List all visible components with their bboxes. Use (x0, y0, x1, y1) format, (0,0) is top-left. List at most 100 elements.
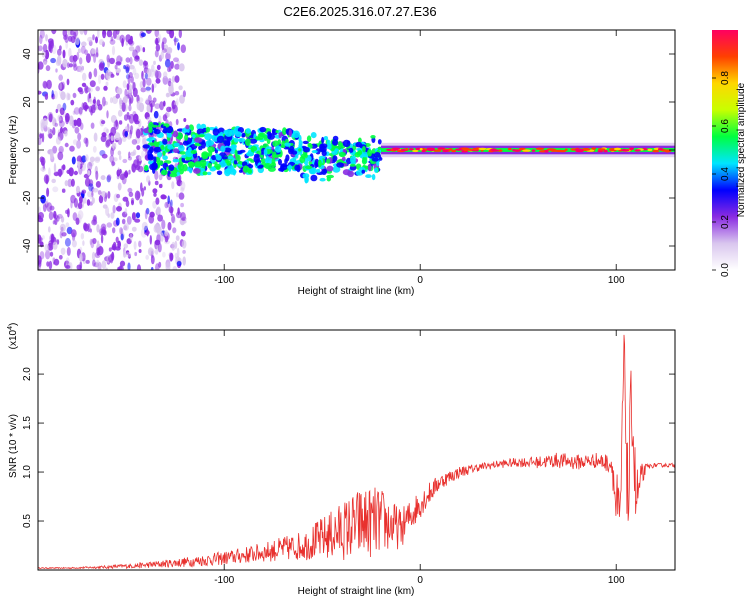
heatmap-cell (124, 131, 128, 137)
heatmap-cell (79, 65, 84, 73)
heatmap-cell (278, 158, 282, 166)
heatmap-cell (102, 96, 106, 107)
heatmap-cell (62, 49, 66, 59)
heatmap-cell (142, 47, 146, 53)
heatmap-cell (178, 192, 185, 200)
heatmap-cell (55, 68, 58, 73)
heatmap-cell (180, 44, 186, 53)
snr-y-tick-label: 1.5 (22, 416, 33, 430)
heatmap-cell (129, 56, 133, 65)
heatmap-cell (224, 129, 233, 137)
heatmap-cell (361, 169, 366, 174)
heatmap-cell (180, 202, 185, 208)
heatmap-cell (53, 90, 58, 100)
heatmap-cell (79, 260, 83, 270)
heatmap-cell (379, 157, 383, 161)
heatmap-cell (85, 53, 91, 64)
heatmap-cell (94, 251, 101, 259)
heatmap-cell (87, 36, 93, 43)
heatmap-cell (50, 148, 54, 158)
heatmap-cell (161, 219, 166, 230)
heatmap-cell (53, 258, 60, 266)
heatmap-cell (58, 82, 65, 91)
heatmap-cell (119, 260, 126, 267)
heatmap-cell (59, 230, 63, 239)
heatmap-cell (116, 169, 121, 176)
heatmap-cell (72, 110, 76, 115)
heatmap-cell (116, 206, 122, 212)
heatmap-cell (114, 132, 121, 141)
heatmap-cell (166, 48, 173, 54)
heatmap-cell (260, 154, 264, 159)
heatmap-marks (38, 30, 675, 270)
heatmap-cell (155, 70, 159, 79)
heatmap-cell (146, 138, 151, 142)
heatmap-cell (112, 241, 117, 251)
heatmap-cell (81, 102, 85, 110)
heatmap-cell (491, 149, 500, 152)
heatmap-cell (65, 265, 71, 269)
heatmap-cell (48, 211, 54, 221)
heatmap-cell (144, 73, 148, 80)
heatmap-cell (134, 55, 140, 60)
heatmap-cell (171, 75, 176, 83)
heatmap-cell (209, 166, 217, 172)
heatmap-cell (144, 209, 148, 220)
heatmap-cell (231, 144, 237, 151)
heatmap-cell (81, 189, 87, 194)
heatmap-cell (91, 197, 95, 204)
heatmap-cell (220, 145, 226, 153)
heatmap-cell (80, 45, 86, 54)
heatmap-cell (89, 238, 93, 245)
heatmap-cell (128, 169, 131, 175)
heatmap-cell (176, 192, 179, 198)
heatmap-cell (91, 251, 96, 261)
heatmap-cell (42, 235, 45, 240)
heatmap-cell (49, 45, 53, 54)
heatmap-cell (271, 154, 280, 158)
heatmap-cell (79, 253, 83, 263)
heatmap-cell (141, 70, 144, 80)
heatmap-cell (143, 60, 147, 70)
heatmap-cell (652, 149, 660, 153)
heatmap-y-tick-label: -20 (22, 190, 33, 205)
heatmap-cell (62, 30, 68, 37)
heatmap-cell (178, 85, 183, 91)
heatmap-cell (174, 75, 180, 83)
heatmap-cell (148, 146, 154, 154)
heatmap-cell (46, 187, 50, 197)
heatmap-cell (121, 211, 128, 218)
heatmap-cell (45, 65, 51, 72)
heatmap-cell (106, 30, 113, 38)
heatmap-cell (148, 127, 153, 133)
heatmap-cell (111, 45, 116, 56)
heatmap-cell (121, 218, 126, 225)
heatmap-cell (182, 90, 186, 98)
heatmap-cell (272, 128, 276, 134)
heatmap-cell (162, 114, 167, 122)
heatmap-cell (75, 36, 80, 46)
snr-x-ticks: -100 0 100 (214, 330, 625, 586)
heatmap-cell (87, 170, 91, 176)
heatmap-cell (165, 52, 171, 61)
heatmap-cell (217, 127, 225, 135)
snr-y-label: SNR (10 * v/v) (8, 414, 19, 478)
heatmap-cell (123, 95, 128, 104)
heatmap-cell (106, 128, 109, 134)
heatmap-cell (122, 80, 127, 89)
heatmap-cell (49, 205, 55, 211)
heatmap-cell (374, 167, 379, 173)
heatmap-cell (61, 188, 66, 193)
heatmap-cell (60, 126, 63, 134)
heatmap-cell (92, 99, 96, 104)
heatmap-cell (52, 220, 56, 225)
heatmap-cell (48, 40, 54, 48)
heatmap-cell (316, 168, 321, 173)
heatmap-cell (48, 113, 53, 123)
heatmap-cell (172, 158, 180, 163)
heatmap-cell (284, 142, 291, 147)
heatmap-cell (62, 58, 68, 68)
heatmap-cell (182, 140, 189, 146)
heatmap-cell (148, 215, 155, 224)
heatmap-cell (111, 161, 116, 167)
